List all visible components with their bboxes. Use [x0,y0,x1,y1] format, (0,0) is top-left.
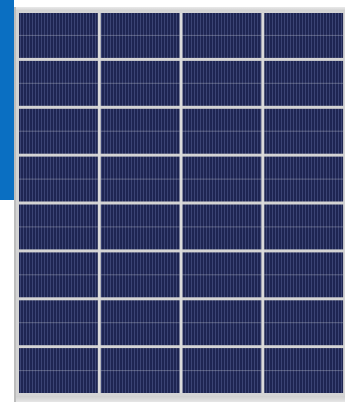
solar-cell [19,252,98,298]
solar-cell [264,108,344,154]
solar-cell [100,300,180,346]
solar-cell [182,300,262,346]
cell-busbar [182,82,262,84]
solar-cell [264,348,344,393]
cell-busbar [182,130,262,132]
cell-busbar [264,226,344,228]
cell-busbar [264,178,344,180]
solar-cell [264,60,344,106]
cell-busbar [100,178,180,180]
cell-busbar [182,322,262,324]
cell-busbar [19,274,98,276]
solar-cell [264,156,344,202]
cell-busbar [182,34,262,36]
cell-busbar [100,370,180,372]
cell-busbar [182,226,262,228]
cell-busbar [100,34,180,36]
solar-cell [264,252,344,298]
cell-busbar [19,226,98,228]
cell-busbar [182,274,262,276]
solar-cell [100,204,180,250]
solar-cell [19,13,98,58]
cell-busbar [19,370,98,372]
solar-cell-grid [19,13,344,393]
cell-busbar [100,82,180,84]
solar-cell [182,13,262,58]
solar-cell [19,60,98,106]
solar-cell [100,156,180,202]
solar-cell [182,60,262,106]
cell-busbar [264,82,344,84]
cell-busbar [264,34,344,36]
solar-cell [19,204,98,250]
cell-busbar [264,322,344,324]
cell-busbar [19,178,98,180]
cell-busbar [19,34,98,36]
busbar-lines [19,13,344,393]
solar-cell [100,252,180,298]
blue-accent-bar [0,0,14,200]
cell-busbar [182,370,262,372]
cell-busbar [19,322,98,324]
solar-cell [100,13,180,58]
cell-busbar [100,274,180,276]
cell-busbar [264,370,344,372]
solar-cell [264,13,344,58]
cell-busbar [19,82,98,84]
column-separator [180,13,182,393]
solar-cell [182,108,262,154]
solar-cell [100,348,180,393]
solar-cell [19,156,98,202]
column-separator [261,13,264,393]
solar-cell [182,156,262,202]
cell-busbar [100,322,180,324]
solar-cell [100,108,180,154]
solar-cell [100,60,180,106]
solar-cell [264,300,344,346]
solar-cell [182,204,262,250]
solar-cell [182,252,262,298]
cell-busbar [182,178,262,180]
cell-busbar [264,274,344,276]
solar-cell [19,108,98,154]
solar-cell [19,300,98,346]
cell-busbar [100,226,180,228]
solar-cell [182,348,262,393]
cell-busbar [19,130,98,132]
solar-cell [19,348,98,393]
cell-busbar [264,130,344,132]
cell-busbar [100,130,180,132]
column-separator [98,13,101,393]
solar-cell [264,204,344,250]
